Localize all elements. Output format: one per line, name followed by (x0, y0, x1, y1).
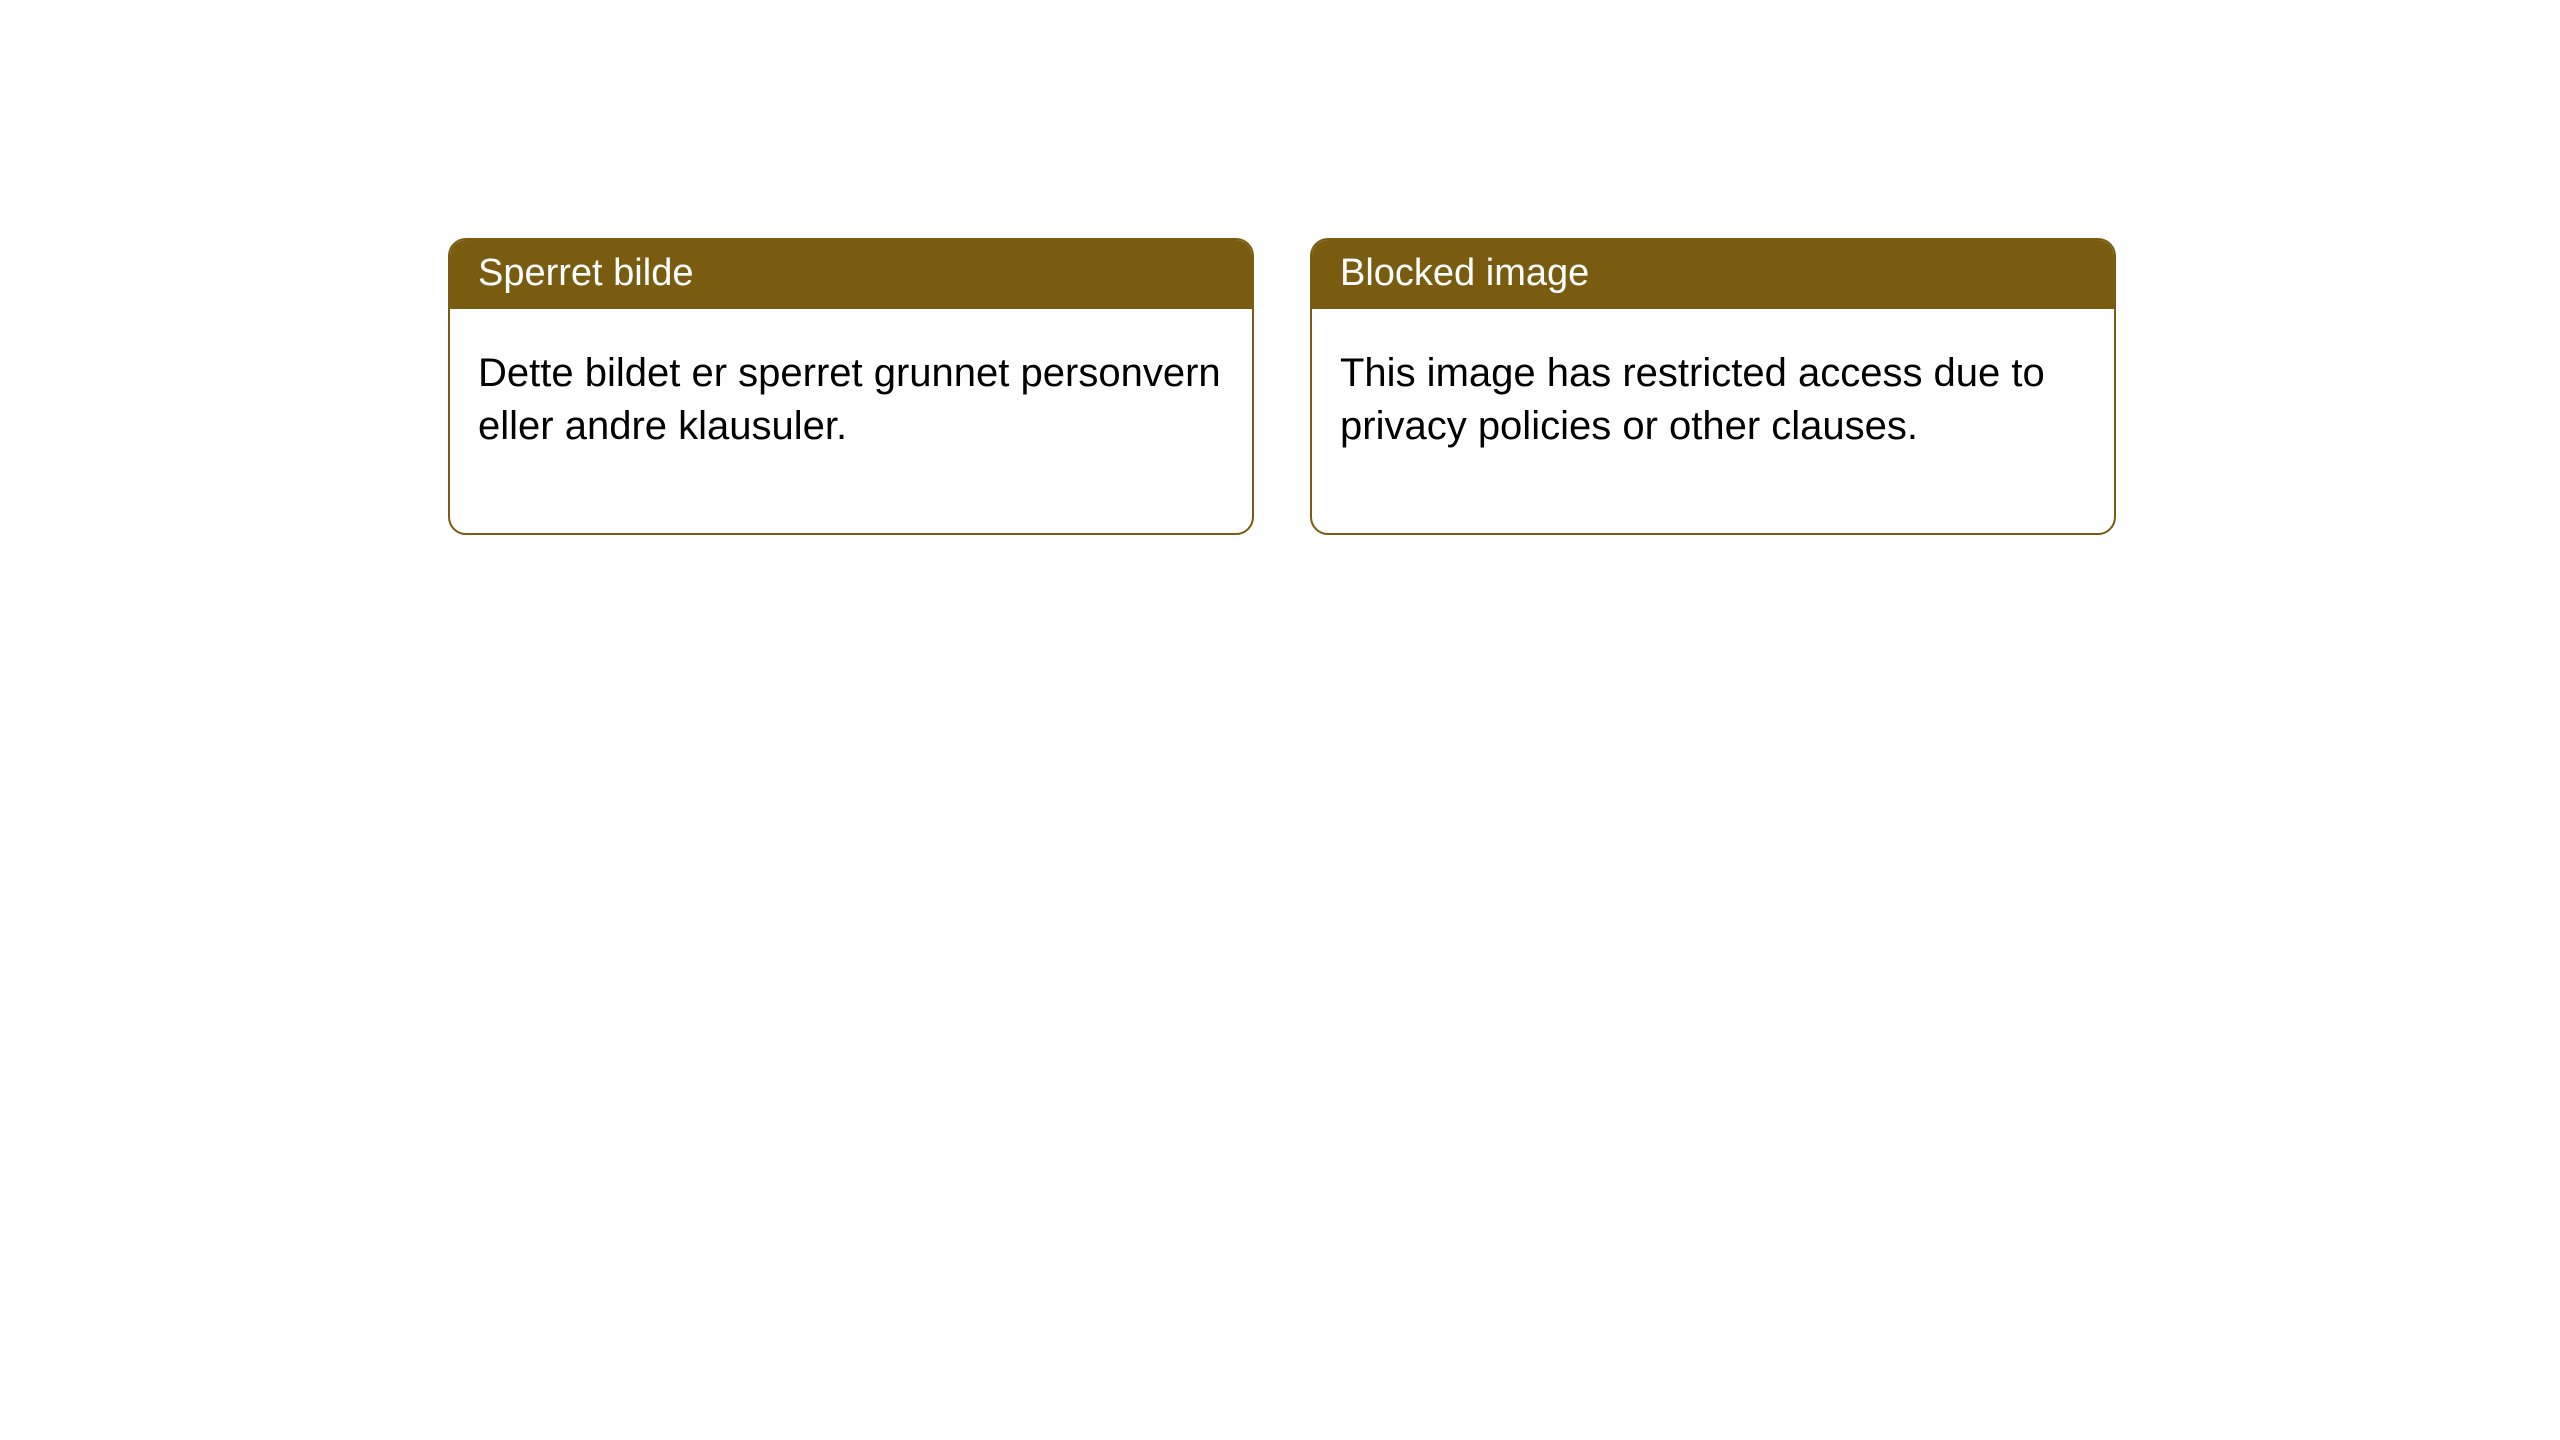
notice-card-body: Dette bildet er sperret grunnet personve… (450, 309, 1252, 533)
notice-card-english: Blocked image This image has restricted … (1310, 238, 2116, 535)
notice-card-body: This image has restricted access due to … (1312, 309, 2114, 533)
notice-card-title: Blocked image (1312, 240, 2114, 309)
notice-container: Sperret bilde Dette bildet er sperret gr… (0, 0, 2560, 535)
notice-card-title: Sperret bilde (450, 240, 1252, 309)
notice-card-norwegian: Sperret bilde Dette bildet er sperret gr… (448, 238, 1254, 535)
